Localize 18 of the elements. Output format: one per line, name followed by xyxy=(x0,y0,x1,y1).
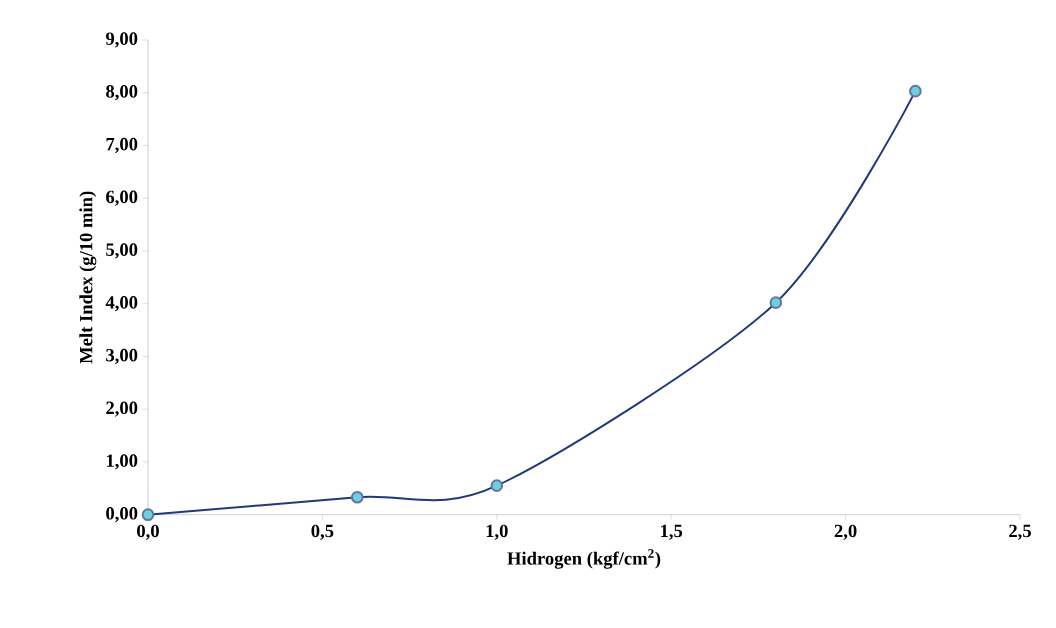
y-tick-label: 2,00 xyxy=(106,401,138,417)
y-tick-label: 7,00 xyxy=(106,137,138,154)
y-tick-label: 9,00 xyxy=(105,32,138,48)
x-tick-label: 2,5 xyxy=(1009,524,1031,540)
y-tick-label: 3,00 xyxy=(106,348,138,365)
y-axis-title: Melt Index (g/10 min) xyxy=(79,191,97,364)
x-tick-label: 2,0 xyxy=(834,524,857,540)
y-tick-label: 0,00 xyxy=(106,507,138,523)
x-tick-label: 0,0 xyxy=(137,524,159,540)
y-tick-label: 6,00 xyxy=(106,190,138,206)
x-axis-title: Hidrogen (kgf/cm$^{2}$) xyxy=(507,549,661,569)
x-tick-label: 0,5 xyxy=(311,524,334,540)
x-tick-label: 1,5 xyxy=(661,524,683,540)
y-tick-label: 4,00 xyxy=(105,296,138,312)
y-tick-label: 5,00 xyxy=(106,243,138,259)
y-tick-label: 8,00 xyxy=(106,85,138,101)
x-tick-label: 1,0 xyxy=(486,524,508,540)
y-tick-label: 1,00 xyxy=(106,454,138,470)
